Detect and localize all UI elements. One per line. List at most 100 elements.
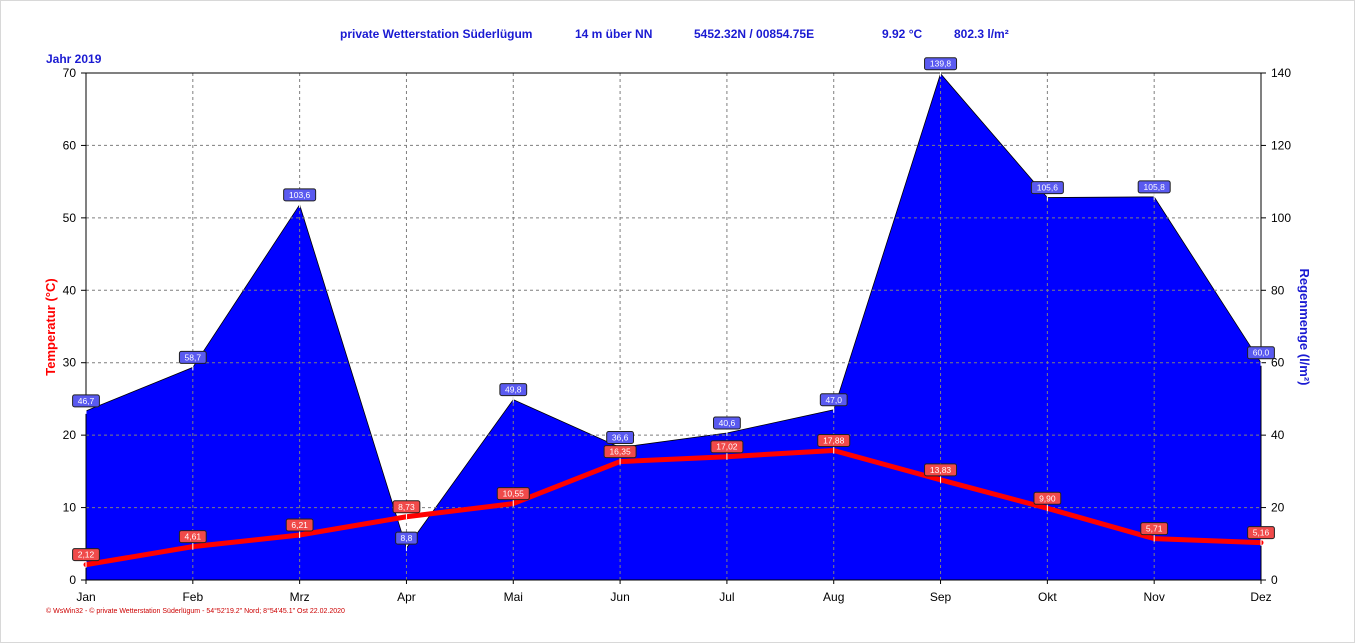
right-tick-label: 120 [1271,138,1291,152]
left-axis-title: Temperatur (°C) [43,278,58,375]
temperature-value-label: 4,61 [178,530,207,550]
label-box [283,188,317,202]
label-text: 36,6 [612,432,629,442]
label-text: 8,8 [401,533,413,543]
label-box [1247,346,1275,360]
label-text: 8,73 [398,502,415,512]
x-tick-label: Dez [1250,590,1271,604]
rain-value-label: 49,8 [499,383,528,403]
label-box [603,445,637,459]
temperature-value-label: 10,55 [496,487,530,507]
temperature-value-label: 13,83 [924,463,958,483]
label-text: 9,90 [1039,493,1056,503]
right-tick-label: 140 [1271,66,1291,80]
label-text: 17,02 [716,442,738,452]
x-tick-label: Aug [823,590,844,604]
right-tick-label: 20 [1271,501,1285,515]
label-text: 58,7 [185,352,202,362]
left-tick-label: 10 [63,501,77,515]
label-box [819,393,848,407]
label-box [924,463,958,477]
label-box [710,440,744,454]
temperature-value-label: 9,90 [1033,491,1062,512]
rain-value-label: 105,6 [1030,181,1064,201]
label-box [1033,491,1062,505]
right-tick-label: 100 [1271,211,1291,225]
label-box [285,518,314,532]
label-box [72,548,100,562]
label-box [392,500,421,514]
x-tick-label: Feb [182,590,203,604]
station-coordinates: 5452.32N / 00854.75E [694,27,815,41]
rain-value-label: 105,8 [1137,180,1171,200]
label-box [395,531,418,545]
right-tick-label: 80 [1271,283,1285,297]
rain-value-label: 8,8 [395,531,418,552]
rain-value-label: 46,7 [72,394,100,414]
label-box [713,416,741,430]
x-tick-label: Jan [76,590,95,604]
temperature-value-label: 17,88 [817,433,851,454]
left-tick-label: 30 [63,356,77,370]
label-text: 139,8 [930,59,952,69]
station-altitude: 14 m über NN [575,27,653,41]
label-text: 5,16 [1253,528,1270,538]
temperature-value-label: 2,12 [72,548,100,568]
x-tick-label: Mrz [290,590,310,604]
label-box [1137,180,1171,194]
rain-value-label: 139,8 [924,57,958,77]
rain-value-label: 47,0 [819,393,848,413]
temperature-value-label: 16,35 [603,445,637,465]
label-box [72,394,100,408]
x-tick-label: Okt [1038,590,1057,604]
rain-value-label: 103,6 [283,188,317,208]
label-text: 5,71 [1146,524,1163,534]
label-text: 2,12 [78,550,95,560]
x-tick-label: Sep [930,590,952,604]
temperature-value-label: 5,71 [1140,522,1169,542]
left-tick-label: 40 [63,283,77,297]
label-box [496,487,530,501]
right-tick-label: 40 [1271,428,1285,442]
x-tick-label: Mai [504,590,523,604]
x-tick-label: Jun [610,590,629,604]
label-text: 10,55 [503,489,525,499]
rain-value-label: 40,6 [713,416,741,436]
label-text: 16,35 [609,447,631,457]
label-text: 60,0 [1253,348,1270,358]
label-box [499,383,528,397]
label-text: 49,8 [505,385,522,395]
x-tick-label: Jul [719,590,734,604]
temperature-value-label: 6,21 [285,518,314,539]
label-box [1247,526,1275,540]
rain-value-label: 60,0 [1247,346,1275,366]
right-axis-title: Regenmenge (l/m²) [1297,268,1312,385]
right-tick-label: 60 [1271,356,1285,370]
left-tick-label: 50 [63,211,77,225]
station-name: private Wetterstation Süderlügum [340,27,533,41]
left-tick-label: 60 [63,138,77,152]
x-tick-label: Nov [1144,590,1165,604]
label-text: 103,6 [289,190,311,200]
label-text: 13,83 [930,465,952,475]
label-text: 6,21 [291,520,308,530]
label-box [1140,522,1169,536]
plot-border [85,72,1262,581]
footer-credit: © WsWin32 - © private Wetterstation Süde… [46,608,345,615]
label-text: 4,61 [185,532,202,542]
label-text: 47,0 [825,395,842,405]
temperature-value-label: 5,16 [1247,526,1275,546]
rain-value-label: 58,7 [178,350,207,371]
average-temperature: 9.92 °C [882,27,923,41]
total-rainfall: 802.3 l/m² [954,27,1009,41]
temperature-value-label: 17,02 [710,440,744,460]
temperature-line [83,447,1264,568]
label-text: 40,6 [719,418,736,428]
label-text: 46,7 [78,396,95,406]
label-box [924,57,958,71]
label-box [178,350,207,364]
right-tick-label: 0 [1271,573,1278,587]
label-box [606,430,634,444]
label-text: 17,88 [823,435,845,445]
